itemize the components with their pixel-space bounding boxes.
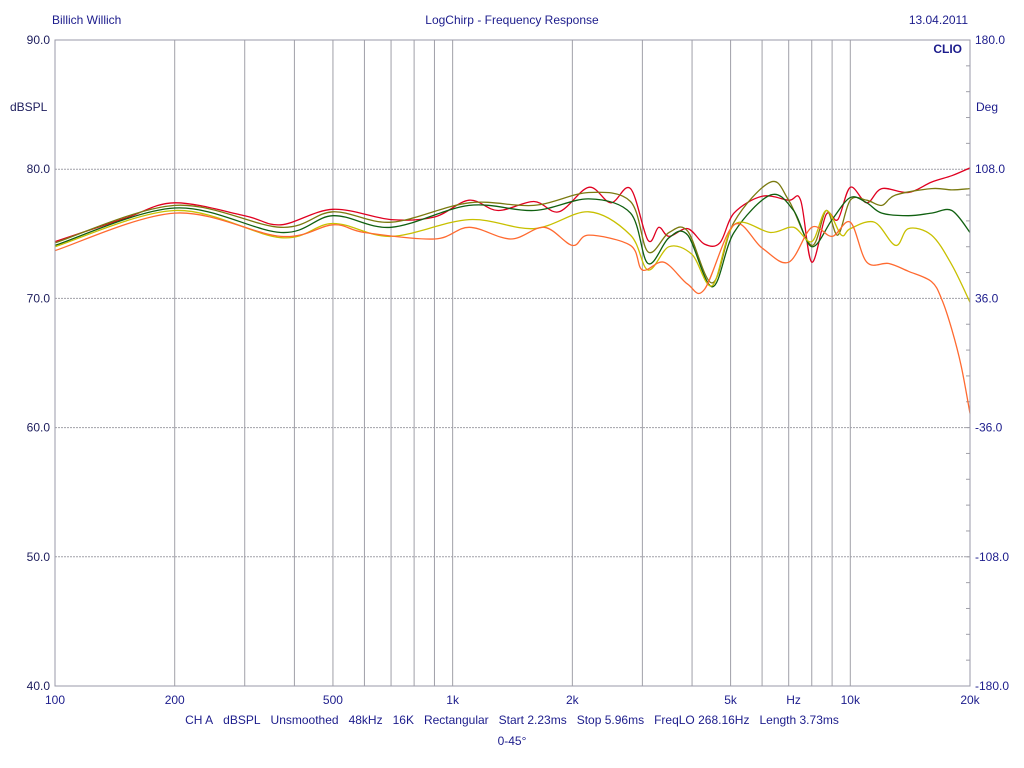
y2-tick-label: -36.0 bbox=[975, 421, 1003, 435]
series-lines bbox=[54, 167, 971, 414]
x-tick-label: 10k bbox=[841, 693, 861, 707]
y-tick-label: 50.0 bbox=[27, 550, 51, 564]
setting-item: CH A bbox=[185, 713, 213, 727]
y-tick-label: 70.0 bbox=[27, 291, 51, 305]
y-tick-label: 40.0 bbox=[27, 679, 51, 693]
chart-title: LogChirp - Frequency Response bbox=[425, 13, 599, 27]
setting-item: FreqLO 268.16Hz bbox=[644, 713, 749, 727]
series-line-0deg bbox=[54, 167, 971, 263]
series-line-15deg bbox=[54, 180, 971, 284]
setting-item: Rectangular bbox=[414, 713, 489, 727]
header-author: Billich Willich bbox=[52, 13, 121, 27]
x-tick-label: 100 bbox=[45, 693, 65, 707]
setting-item: dBSPL bbox=[213, 713, 261, 727]
setting-item: Unsmoothed bbox=[261, 713, 339, 727]
x-tick-label: Hz bbox=[786, 693, 801, 707]
y2-tick-label: 36.0 bbox=[975, 291, 999, 305]
x-tick-label: 200 bbox=[165, 693, 185, 707]
y-tick-label: 90.0 bbox=[27, 33, 51, 47]
x-tick-label: 2k bbox=[566, 693, 580, 707]
y-tick-label: 60.0 bbox=[27, 421, 51, 435]
setting-item: 16K bbox=[383, 713, 414, 727]
setting-item: Length 3.73ms bbox=[749, 713, 838, 727]
y2-tick-label: 180.0 bbox=[975, 33, 1005, 47]
setting-item: Stop 5.96ms bbox=[567, 713, 644, 727]
x-tick-label: 500 bbox=[323, 693, 343, 707]
y2-tick-label: -180.0 bbox=[975, 679, 1009, 693]
plot-border bbox=[54, 39, 971, 687]
x-tick-label: 5k bbox=[724, 693, 738, 707]
y2-axis-label: Deg bbox=[976, 100, 998, 114]
y-tick-label: 80.0 bbox=[27, 162, 51, 176]
y2-tick-label: 108.0 bbox=[975, 162, 1005, 176]
brand-logo: CLIO bbox=[933, 42, 962, 56]
x-tick-label: 20k bbox=[960, 693, 980, 707]
axis-ticks: 90.0 80.0 70.0 60.0 50.0 40.0 180.0 108.0 36.0 -3… bbox=[27, 33, 1010, 707]
y-axis-label: dBSPL bbox=[10, 100, 48, 114]
x-tick-label: 1k bbox=[446, 693, 460, 707]
series-line-60deg bbox=[54, 212, 971, 414]
grid bbox=[55, 40, 970, 686]
setting-item: Start 2.23ms bbox=[489, 713, 567, 727]
series-line-30deg bbox=[54, 193, 971, 288]
y2-tick-label: -108.0 bbox=[975, 550, 1009, 564]
legend-label: 0-45° bbox=[498, 734, 527, 748]
header-date: 13.04.2011 bbox=[909, 13, 968, 27]
measurement-settings: CH A dBSPL Unsmoothed 48kHz 16K Rectangu… bbox=[185, 713, 839, 727]
setting-item: 48kHz bbox=[339, 713, 383, 727]
